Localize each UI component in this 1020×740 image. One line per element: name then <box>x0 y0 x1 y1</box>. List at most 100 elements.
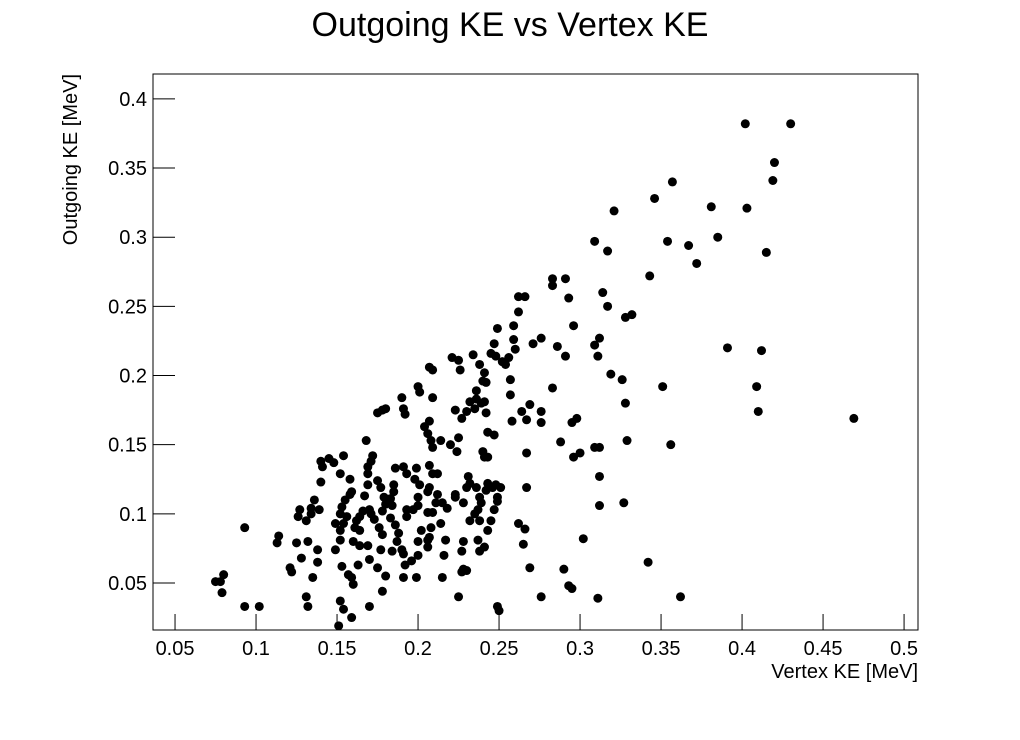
point <box>479 452 489 462</box>
point <box>292 538 302 548</box>
point <box>475 516 485 526</box>
point <box>392 536 402 546</box>
point <box>457 567 467 577</box>
point <box>420 422 430 432</box>
point <box>441 535 451 545</box>
point <box>348 579 358 589</box>
point <box>481 485 491 495</box>
x-tick-label: 0.4 <box>728 638 756 660</box>
y-tick-label: 0.05 <box>108 573 147 595</box>
point <box>603 301 613 311</box>
point <box>620 398 630 408</box>
point <box>436 519 446 529</box>
point <box>373 408 383 418</box>
point <box>387 546 397 556</box>
point <box>536 418 546 428</box>
point <box>513 307 523 317</box>
point <box>486 516 496 526</box>
x-tick-label: 0.5 <box>890 638 918 660</box>
point <box>606 369 616 379</box>
point <box>666 440 676 450</box>
point <box>684 241 694 251</box>
point <box>301 516 311 526</box>
point <box>590 442 600 452</box>
point <box>489 339 499 349</box>
point <box>536 333 546 343</box>
point <box>343 570 353 580</box>
point <box>415 480 425 490</box>
point <box>301 592 311 602</box>
point <box>513 292 523 302</box>
point <box>339 519 349 529</box>
point <box>337 502 347 512</box>
point <box>552 341 562 351</box>
point <box>452 447 462 457</box>
point <box>335 596 345 606</box>
point <box>334 621 344 631</box>
y-tick-label: 0.15 <box>108 435 147 457</box>
point <box>348 536 358 546</box>
point <box>481 408 491 418</box>
point <box>645 271 655 281</box>
point <box>306 509 316 519</box>
point <box>520 524 530 534</box>
point <box>386 513 396 523</box>
point <box>436 436 446 446</box>
point <box>373 563 383 573</box>
point <box>454 433 464 443</box>
point <box>525 563 535 573</box>
point <box>536 592 546 602</box>
point <box>342 512 352 522</box>
point <box>520 292 530 302</box>
point <box>476 498 486 508</box>
point <box>475 359 485 369</box>
point <box>376 545 386 555</box>
x-tick-label: 0.45 <box>804 638 843 660</box>
point <box>402 505 412 515</box>
y-tick-label: 0.2 <box>119 366 147 388</box>
point <box>471 386 481 396</box>
point <box>454 592 464 602</box>
x-tick-label: 0.05 <box>156 638 195 660</box>
point <box>713 232 723 242</box>
point <box>667 177 677 187</box>
y-tick-label: 0.4 <box>119 89 147 111</box>
point <box>450 405 460 415</box>
point <box>617 375 627 385</box>
point <box>505 390 515 400</box>
point <box>296 553 306 563</box>
point <box>457 546 467 556</box>
point <box>335 469 345 479</box>
point <box>492 496 502 506</box>
point <box>479 397 489 407</box>
point <box>217 588 227 598</box>
point <box>675 592 685 602</box>
x-tick-label: 0.2 <box>404 638 432 660</box>
y-tick-label: 0.25 <box>108 296 147 318</box>
point <box>593 593 603 603</box>
point <box>339 604 349 614</box>
point <box>423 507 433 517</box>
point <box>398 462 408 472</box>
point <box>390 520 400 530</box>
point <box>413 550 423 560</box>
point <box>335 535 345 545</box>
point <box>316 477 326 487</box>
point <box>522 415 532 425</box>
point <box>413 382 423 392</box>
point <box>442 503 452 513</box>
point <box>330 519 340 529</box>
point <box>389 487 399 497</box>
point <box>394 528 404 538</box>
plot-frame <box>152 73 919 631</box>
point <box>324 453 334 463</box>
point <box>413 492 423 502</box>
point <box>471 483 481 493</box>
point <box>567 584 577 594</box>
point <box>740 119 750 129</box>
point <box>303 536 313 546</box>
y-axis-title: Outgoing KE [MeV] <box>60 74 82 245</box>
point <box>361 436 371 446</box>
chart-title: Outgoing KE vs Vertex KE <box>312 6 709 44</box>
